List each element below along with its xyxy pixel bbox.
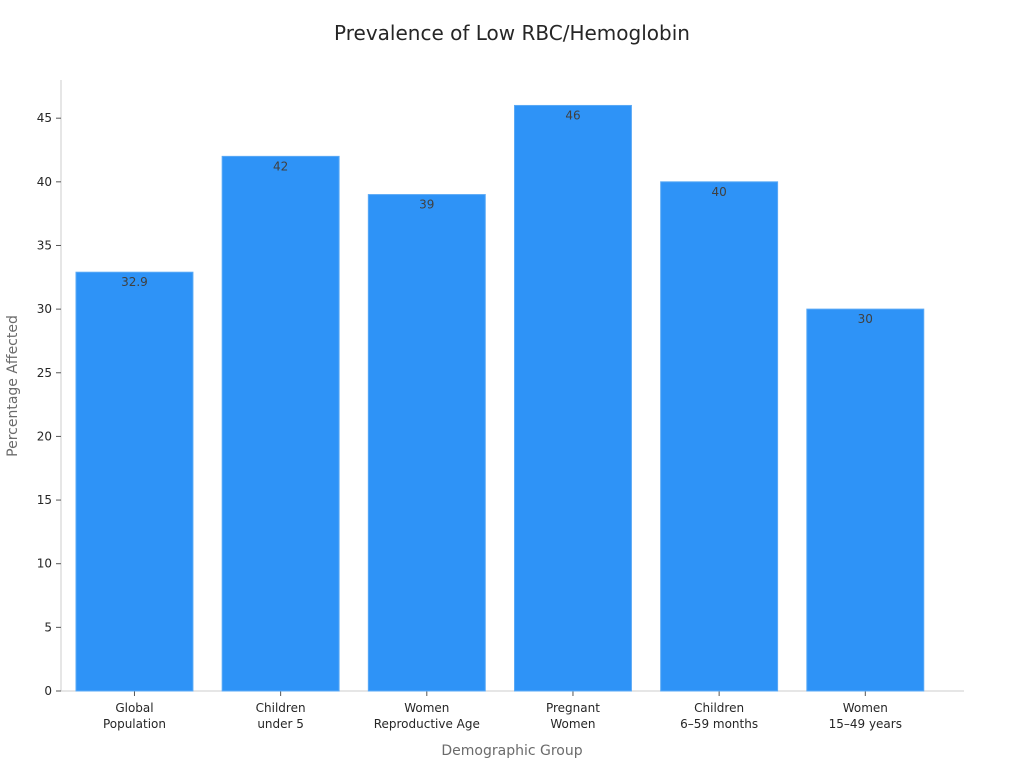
- bar: [660, 181, 779, 692]
- y-tick-label: 40: [37, 175, 52, 189]
- y-tick-label: 0: [44, 684, 52, 698]
- x-tick-label: Women: [550, 717, 595, 731]
- x-tick-label: Pregnant: [546, 701, 600, 715]
- bar: [806, 308, 925, 692]
- bar-value-label: 40: [711, 185, 726, 199]
- x-tick-label: under 5: [257, 717, 304, 731]
- bar-value-label: 42: [273, 159, 288, 173]
- bar: [221, 155, 340, 692]
- x-tick-label: Women: [404, 701, 449, 715]
- bar-value-label: 30: [858, 312, 873, 326]
- y-axis: 0 5 10 15 20 25 30 35 40 45: [37, 80, 62, 698]
- x-tick-label: Women: [843, 701, 888, 715]
- data-labels: 32.9 42 39 46 40 30: [121, 108, 873, 326]
- bar-value-label: 46: [565, 108, 580, 122]
- y-tick-label: 15: [37, 493, 52, 507]
- x-tick-label: 15–49 years: [829, 717, 902, 731]
- x-tick-label: Global: [115, 701, 153, 715]
- x-tick-label: 6–59 months: [680, 717, 758, 731]
- bars: [75, 104, 925, 692]
- y-tick-label: 35: [37, 238, 52, 252]
- bar: [367, 194, 486, 692]
- y-axis-title: Percentage Affected: [5, 315, 21, 457]
- x-tick-label: Reproductive Age: [374, 717, 480, 731]
- bar-value-label: 32.9: [121, 275, 148, 289]
- bar: [75, 271, 194, 692]
- bar-value-label: 39: [419, 198, 434, 212]
- y-tick-label: 45: [37, 111, 52, 125]
- y-tick-label: 30: [37, 302, 52, 316]
- x-axis: Global Population Children under 5 Women Repr…: [61, 690, 964, 731]
- x-axis-title: Demographic Group: [441, 743, 582, 759]
- x-tick-label: Children: [256, 701, 306, 715]
- y-tick-label: 5: [44, 620, 52, 634]
- bar: [514, 104, 632, 692]
- y-tick-label: 25: [37, 366, 52, 380]
- x-tick-label: Children: [694, 701, 744, 715]
- x-tick-label: Population: [103, 717, 166, 731]
- chart-title: Prevalence of Low RBC/Hemoglobin: [334, 21, 690, 45]
- y-tick-label: 20: [37, 429, 52, 443]
- y-tick-label: 10: [37, 557, 52, 571]
